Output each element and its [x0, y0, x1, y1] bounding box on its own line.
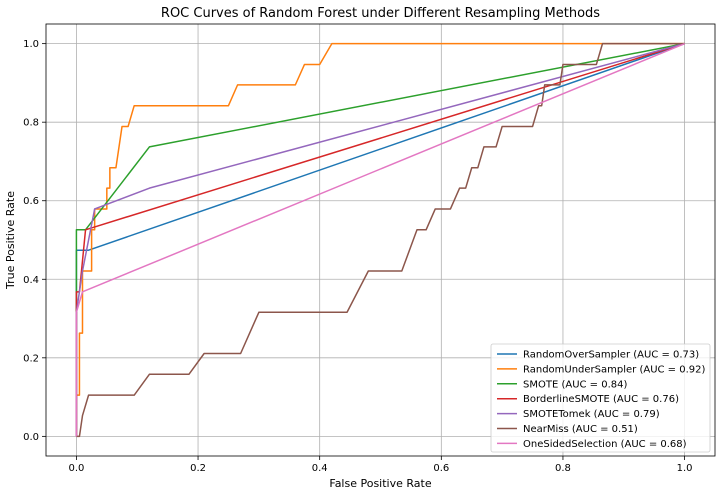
legend-box [490, 343, 711, 453]
legend-label: NearMiss (AUC = 0.51) [523, 424, 638, 435]
y-tick-label: 0.4 [23, 275, 39, 286]
legend-label: BorderlineSMOTE (AUC = 0.76) [523, 394, 679, 405]
plot-frame [45, 23, 716, 457]
y-tick-label: 1.0 [23, 39, 39, 50]
x-tick-label: 0.2 [190, 463, 206, 474]
legend-label: RandomUnderSampler (AUC = 0.92) [523, 364, 706, 375]
x-tick-label: 0.0 [68, 463, 84, 474]
x-axis-label: False Positive Rate [329, 477, 431, 490]
legend-label: RandomOverSampler (AUC = 0.73) [523, 350, 699, 361]
legend-label: SMOTETomek (AUC = 0.79) [523, 409, 660, 420]
plot-layer: 0.0 0.2 0.4 0.6 0.8 1.0 0.0 0.2 0.4 0.6 0.8 1.0 [23, 23, 716, 474]
series-line-1 [75, 42, 685, 437]
series-line-5 [76, 42, 685, 438]
x-tick-label: 0.4 [312, 463, 328, 474]
y-tick-label: 0.2 [23, 353, 39, 364]
x-tick-label: 0.6 [433, 463, 449, 474]
series-line-6 [75, 42, 685, 437]
x-tick-label: 0.8 [555, 463, 571, 474]
legend-label: OneSidedSelection (AUC = 0.68) [523, 439, 687, 450]
y-tick-label: 0.8 [23, 118, 39, 129]
y-tick-label: 0.6 [23, 196, 39, 207]
grid-lines [46, 24, 715, 456]
chart-title: ROC Curves of Random Forest under Differ… [161, 6, 600, 21]
series-lines [75, 42, 685, 438]
x-tick-label: 1.0 [677, 463, 693, 474]
legend-label: SMOTE (AUC = 0.84) [523, 379, 627, 390]
legend: RandomOverSampler (AUC = 0.73) RandomUnde… [490, 343, 711, 453]
y-axis-label: True Positive Rate [4, 191, 17, 290]
y-tick-label: 0.0 [23, 432, 39, 443]
